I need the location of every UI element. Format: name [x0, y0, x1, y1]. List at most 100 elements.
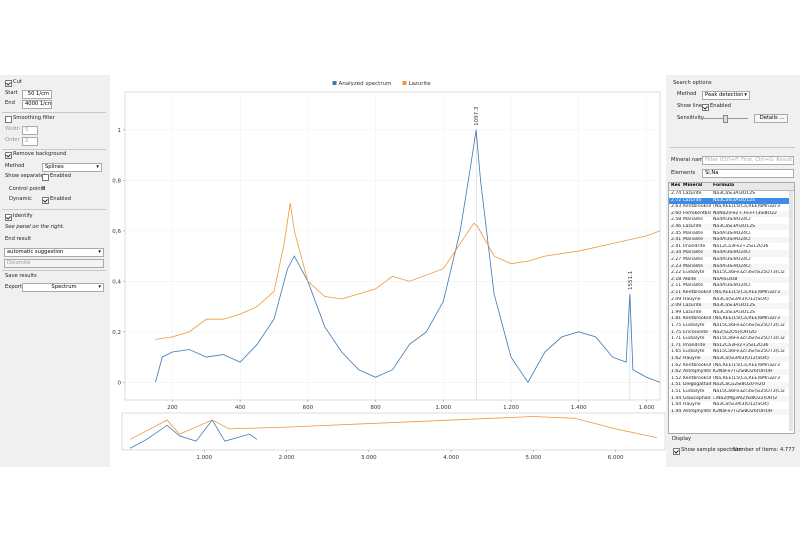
checkbox[interactable] — [673, 448, 680, 455]
table-cell: Albite — [683, 276, 697, 282]
table-row[interactable] — [669, 369, 789, 376]
table-row[interactable] — [669, 283, 789, 290]
table-row[interactable] — [669, 323, 789, 330]
checkbox[interactable] — [5, 116, 12, 123]
table-row[interactable] — [669, 408, 789, 416]
table-row[interactable] — [669, 309, 789, 317]
table-cell: Eudialyte — [683, 389, 705, 394]
table-row[interactable] — [669, 257, 789, 264]
table-row[interactable] — [669, 395, 789, 402]
search-field[interactable]: Filter (Ctrl+F: First, Ctrl+G: Result) — [702, 156, 794, 165]
dropdown[interactable]: Splines — [42, 163, 102, 172]
dropdown[interactable]: Peak detection — [702, 91, 750, 100]
table-row[interactable] — [669, 375, 789, 383]
checkbox[interactable] — [5, 152, 12, 159]
table-cell: Ericssonite — [683, 329, 709, 335]
table-cell: 2.45 — [671, 230, 682, 236]
table-cell: Na12Ca3Fe2+2Si12O36 — [713, 243, 769, 249]
spinbox[interactable]: 4000 1/cm — [22, 100, 52, 109]
checkbox[interactable] — [42, 197, 49, 204]
checkbox[interactable] — [42, 174, 49, 181]
table-cell: Na15Ca6Fe3Zr3Si(Si25O73)Cl2 — [713, 270, 785, 276]
table-cell: K2NaFe7Ti2Si8O26(OH)4F — [713, 369, 773, 375]
table-cell: Astrophyllite — [683, 369, 711, 375]
elements-field[interactable]: Si,Na — [702, 169, 794, 178]
x-tick-label: 6.000 — [608, 455, 624, 461]
table-cell: ☐Na2(Mg3Al2)Si8O22(OH)2 — [713, 395, 778, 401]
checkbox[interactable] — [5, 80, 12, 87]
table-cell: 2.09 — [671, 296, 682, 302]
button[interactable]: Details ... — [754, 114, 788, 123]
table-row[interactable] — [669, 349, 789, 356]
table-cell: Ferrokentbrooksite — [683, 210, 711, 216]
table-cell: (Na,REE)15(Ca,REE)6Mn3Zr3 — [713, 204, 780, 210]
table-cell: (Na,REE)15(Ca,REE)6Mn3Zr3 — [713, 316, 780, 322]
label: Export — [5, 284, 22, 290]
table-cell: Lazurite — [683, 197, 702, 203]
table-cell: 2.18 — [671, 276, 682, 282]
table-row[interactable] — [669, 362, 789, 369]
series-line — [155, 203, 661, 340]
table-cell: Astrophyllite — [683, 408, 711, 414]
table-row[interactable] — [669, 276, 789, 284]
table-row[interactable] — [669, 316, 789, 323]
legend-label: Analyzed spectrum — [339, 81, 392, 87]
table-row[interactable] — [669, 191, 789, 198]
text-field[interactable]: Dolomite — [4, 259, 104, 268]
table-cell: Na2(Si2O5)(OH)2O — [713, 329, 757, 335]
table-row[interactable] — [669, 303, 789, 310]
table-row[interactable] — [669, 204, 789, 211]
table-row[interactable] — [669, 270, 789, 277]
table-row[interactable] — [669, 217, 789, 224]
table-row[interactable] — [669, 342, 789, 350]
table-cell: Diegogattaite — [683, 382, 711, 388]
table-row[interactable] — [669, 237, 789, 244]
table-row[interactable] — [669, 250, 789, 257]
table-cell: Na4Al3Si9O24Cl — [713, 237, 751, 243]
table-row[interactable] — [669, 329, 789, 336]
table-row[interactable] — [669, 224, 789, 231]
table-cell: Na3Ca(Si3Al3)O12(SO4) — [713, 402, 769, 408]
dropdown[interactable]: Spectrum — [22, 283, 104, 292]
table-cell: 1.62 — [671, 356, 682, 361]
peak-label: 1551.1 — [628, 271, 634, 290]
label: Enabled — [50, 196, 71, 202]
table-cell: Na4Al3Si9O24Cl — [713, 257, 751, 262]
table-row[interactable] — [669, 356, 789, 363]
table-row[interactable] — [669, 382, 789, 389]
table-row[interactable] — [669, 263, 789, 270]
label: Dynamic — [9, 196, 32, 202]
label: Start — [5, 90, 18, 96]
table-row[interactable] — [669, 290, 789, 297]
table-cell: Glaucophane — [683, 395, 711, 401]
table-row[interactable] — [669, 243, 789, 251]
slider-handle[interactable] — [723, 115, 728, 123]
table-row[interactable] — [669, 296, 789, 303]
table-cell: Eudialyte — [683, 349, 705, 355]
table-cell: 1.71 — [671, 342, 682, 348]
checkbox[interactable] — [702, 104, 709, 111]
table-row[interactable] — [669, 197, 789, 204]
spinbox[interactable]: 2 — [22, 137, 38, 146]
column-header: Mineral — [683, 183, 703, 188]
table-cell: 1.52 — [671, 375, 682, 381]
table-cell: 2.09 — [671, 303, 682, 309]
table-cell: NaAlSi3O8 — [713, 276, 738, 282]
spinbox[interactable]: 50 1/cm — [22, 90, 52, 99]
label: Method — [677, 91, 697, 97]
table-cell: 2.74 — [671, 191, 682, 196]
table-row[interactable] — [669, 402, 789, 409]
x-tick-label: 400 — [235, 405, 246, 411]
table-row[interactable] — [669, 230, 789, 237]
label: Enabled — [710, 103, 731, 109]
spinbox[interactable]: 5 — [22, 126, 38, 135]
table-row[interactable] — [669, 336, 789, 343]
table-cell: Na15Ca6Fe3Zr3Si(Si25O73)Cl2 — [713, 389, 785, 394]
table-row[interactable] — [669, 389, 789, 396]
dropdown[interactable]: automatic suggestion — [4, 248, 104, 257]
checkbox[interactable] — [5, 214, 12, 221]
table-cell: 2.46 — [671, 224, 682, 229]
table-row[interactable] — [669, 210, 789, 218]
table-cell: Kentbrooksite — [683, 204, 711, 210]
table-cell: 2.22 — [671, 270, 682, 276]
